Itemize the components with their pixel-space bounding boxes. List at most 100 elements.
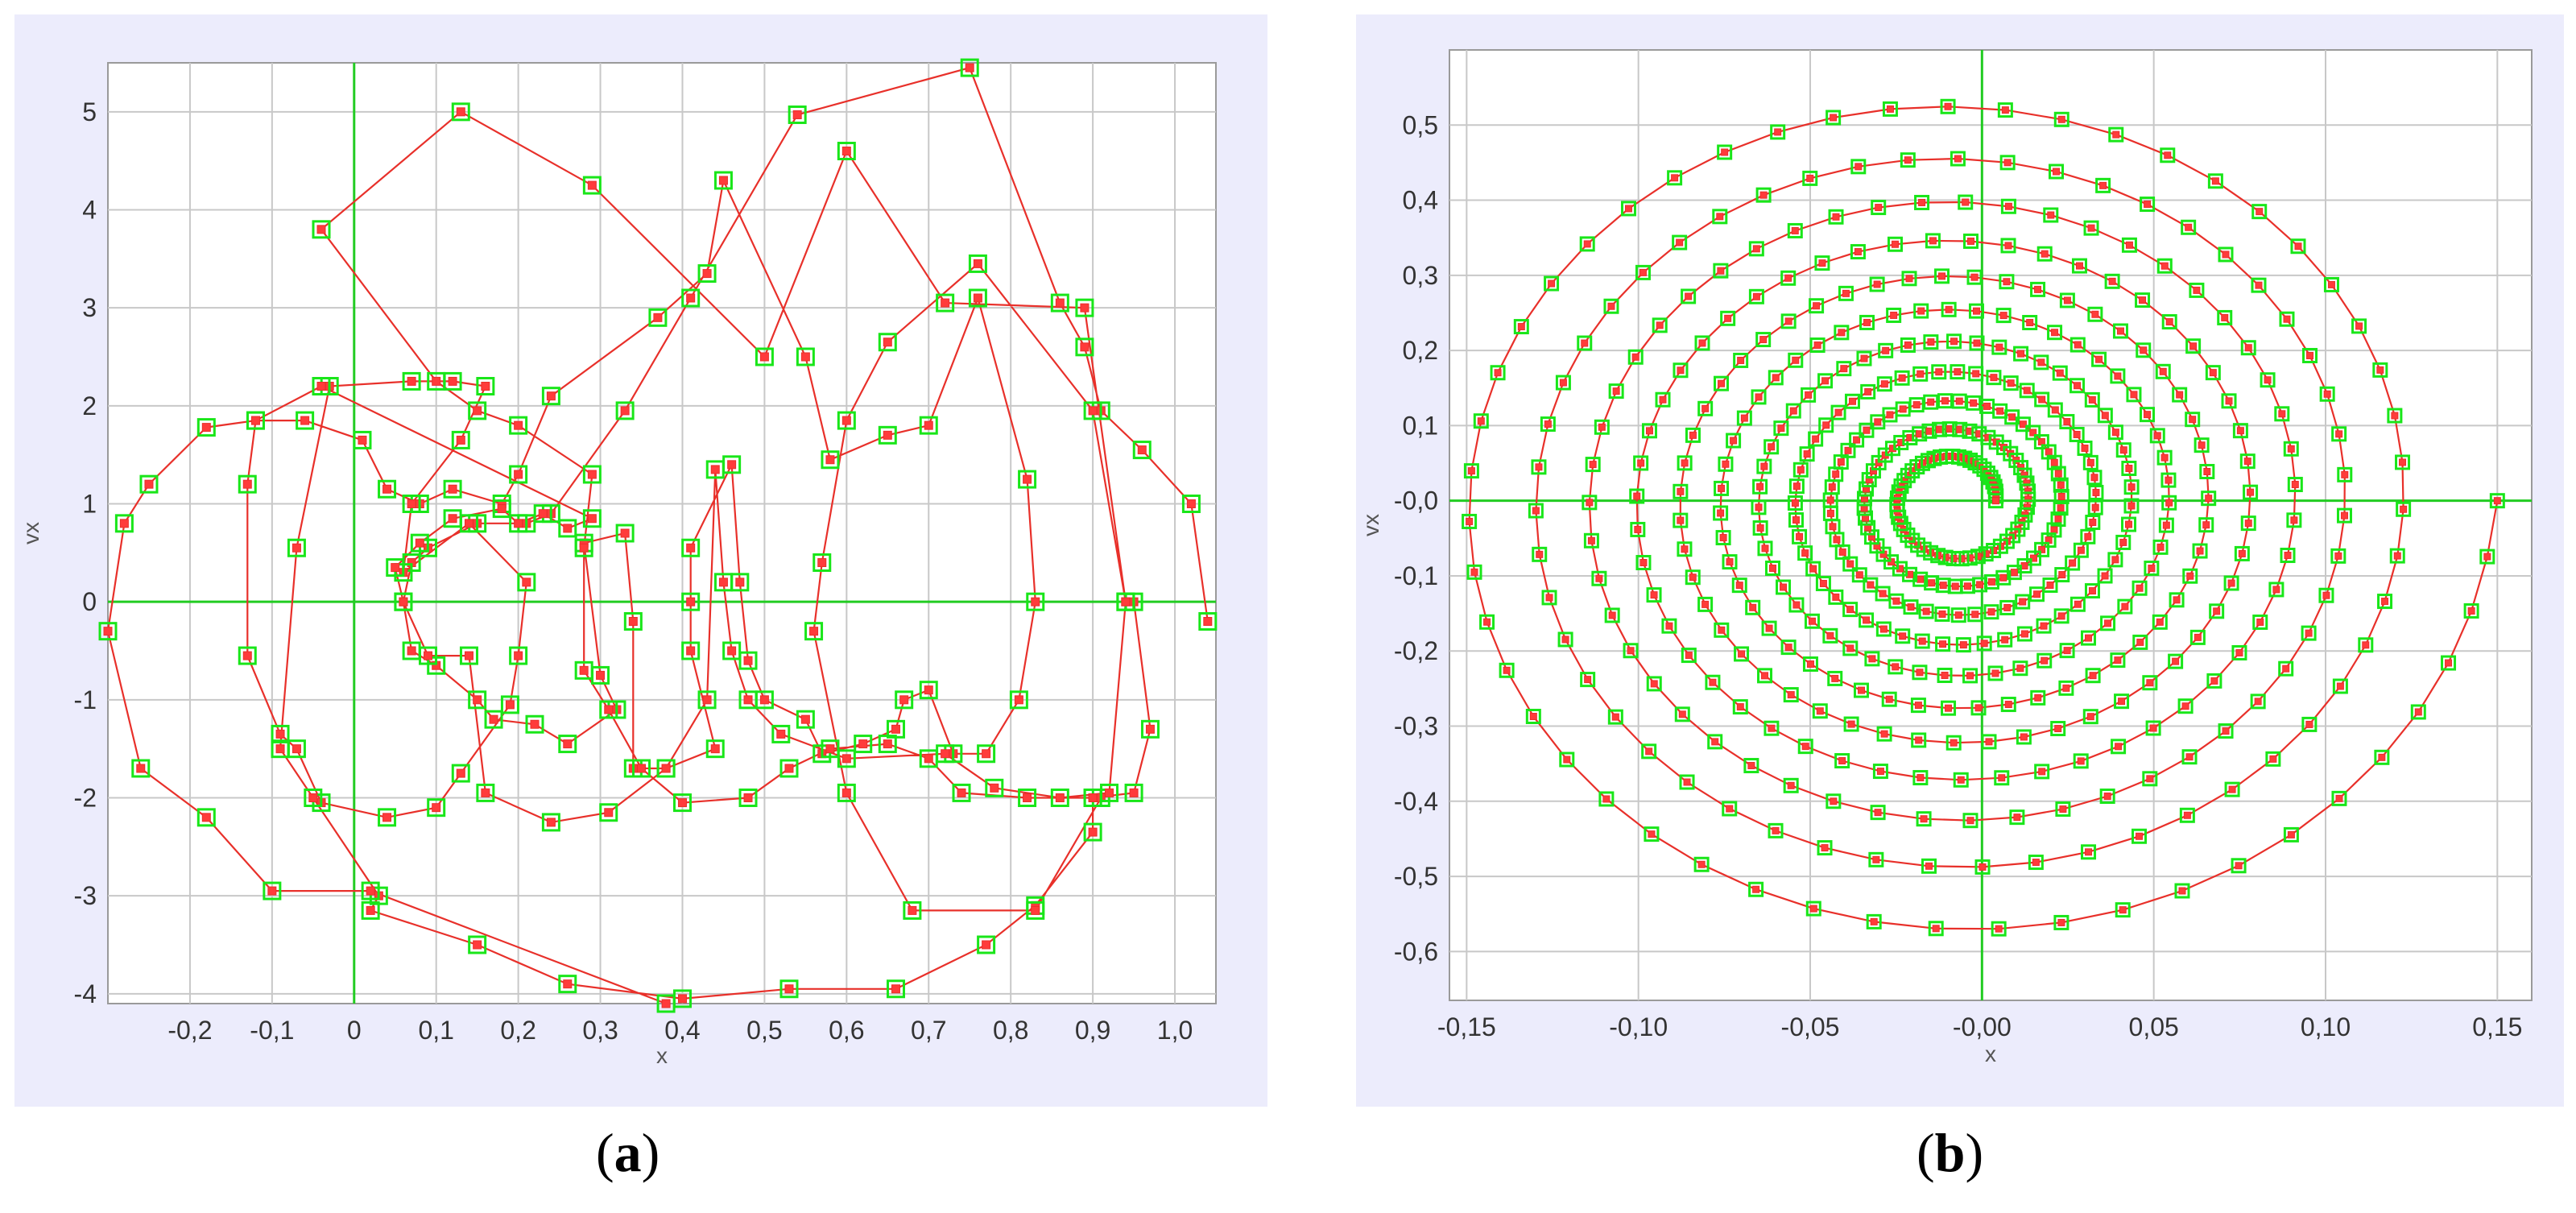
data-point-marker: [1856, 350, 1872, 366]
data-point-marker: [1953, 772, 1969, 788]
data-point-marker: [1918, 603, 1934, 619]
data-point: [2247, 488, 2255, 496]
data-point: [1721, 148, 1729, 156]
x-tick-label: -0,05: [1781, 1012, 1840, 1041]
data-point: [2119, 538, 2127, 546]
data-point: [424, 651, 433, 660]
data-point-marker: [271, 739, 290, 759]
data-point-marker: [1923, 334, 1939, 350]
data-point-marker: [582, 509, 602, 528]
data-point-marker: [451, 102, 470, 122]
data-point: [1847, 720, 1855, 728]
data-point: [2136, 832, 2144, 840]
data-point: [407, 646, 416, 656]
data-point-marker: [1970, 700, 1987, 716]
data-point: [2139, 296, 2147, 304]
data-point-marker: [509, 646, 528, 665]
data-point: [136, 764, 146, 773]
data-point: [1645, 747, 1653, 756]
data-point-marker: [1995, 569, 2012, 586]
data-point: [250, 416, 260, 425]
data-point: [2057, 504, 2065, 512]
data-point-marker: [1861, 472, 1877, 488]
data-point-marker: [1050, 789, 1069, 807]
data-point-marker: [1911, 732, 1927, 748]
data-point: [1784, 317, 1792, 325]
data-point-marker: [2110, 368, 2126, 384]
data-point-marker: [2114, 693, 2130, 710]
data-point-marker: [2144, 561, 2160, 577]
data-point-marker: [1713, 505, 1729, 521]
data-point-marker: [2181, 749, 2198, 765]
data-point-marker: [2374, 749, 2390, 765]
x-tick-label: 0,5: [746, 1016, 782, 1045]
data-point-marker: [656, 759, 676, 778]
data-point-marker: [1667, 170, 1683, 186]
data-point: [1467, 467, 1475, 475]
data-point: [2050, 526, 2058, 534]
data-point-marker: [1620, 201, 1636, 217]
data-point-marker: [812, 553, 832, 572]
data-point: [1880, 380, 1888, 388]
data-point-marker: [2290, 238, 2306, 255]
data-point-marker: [1582, 495, 1598, 511]
data-point: [1974, 704, 1983, 712]
data-point-marker: [468, 935, 487, 954]
data-point: [2116, 327, 2124, 335]
data-point: [702, 695, 712, 705]
data-point: [973, 259, 982, 268]
data-point-marker: [1887, 236, 1903, 252]
data-point-marker: [2331, 426, 2347, 442]
y-tick-label: 2: [82, 391, 97, 420]
data-point: [497, 504, 507, 514]
data-point: [407, 499, 416, 508]
data-point-marker: [468, 401, 487, 420]
data-point: [2057, 481, 2065, 489]
data-point: [1656, 321, 1664, 329]
data-point-marker: [2330, 548, 2347, 564]
data-point-marker: [1875, 586, 1891, 602]
data-point-marker: [1752, 478, 1768, 495]
data-point-marker: [2231, 858, 2247, 874]
data-point: [1987, 578, 1995, 586]
data-point: [1927, 398, 1935, 406]
data-point: [1826, 496, 1834, 504]
data-point-marker: [492, 499, 511, 519]
data-point-marker: [2140, 197, 2156, 213]
data-point: [1765, 624, 1773, 632]
data-point: [2189, 342, 2198, 350]
data-point: [2210, 677, 2218, 685]
data-point-marker: [1673, 362, 1689, 379]
data-point: [2121, 602, 2129, 611]
y-tick-label: -0,0: [1394, 486, 1438, 515]
data-point: [2089, 519, 2097, 527]
data-point: [1806, 660, 1814, 669]
data-point-marker: [2218, 723, 2234, 739]
data-point-marker: [1826, 110, 1842, 126]
data-point-marker: [1594, 419, 1610, 435]
data-point: [1768, 443, 1776, 451]
data-point-marker: [1900, 337, 1916, 353]
data-point: [2119, 446, 2127, 454]
data-point-marker: [2121, 516, 2137, 532]
data-point-marker: [1912, 770, 1929, 786]
data-point: [2058, 571, 2066, 579]
data-point-marker: [2115, 442, 2132, 458]
data-point: [1939, 640, 1947, 648]
data-point: [1681, 459, 1689, 467]
data-point: [2256, 208, 2264, 216]
data-point: [2056, 369, 2064, 377]
data-point: [366, 905, 375, 915]
data-point-marker: [648, 308, 668, 327]
data-point: [1812, 435, 1820, 443]
data-point-marker: [2071, 258, 2087, 274]
data-point: [2159, 367, 2167, 375]
data-point-marker: [1720, 310, 1736, 326]
data-point: [1014, 695, 1023, 705]
data-point: [1586, 499, 1594, 507]
data-point-marker: [1783, 687, 1799, 703]
data-point: [316, 225, 326, 234]
data-point: [1971, 611, 1979, 619]
data-point: [366, 886, 375, 896]
data-point: [456, 435, 465, 445]
